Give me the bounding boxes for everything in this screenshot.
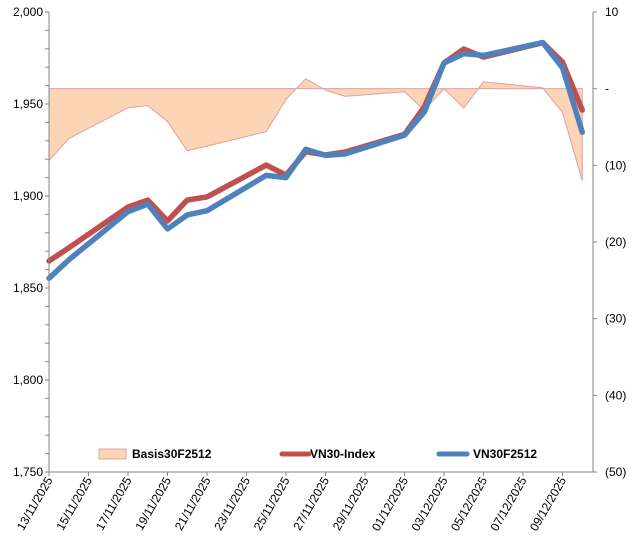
right-axis-tick-label: 10 [605,5,619,19]
x-axis-tick-label: 29/11/2025 [330,474,372,533]
right-axis-tick-label: - [605,82,609,96]
basis-area-layer [48,78,583,181]
legend: Basis30F2512 VN30-Index VN30F2512 [98,447,537,461]
x-axis-tick-label: 15/11/2025 [53,474,95,533]
x-axis-tick-label: 23/11/2025 [211,474,253,533]
x-axis-tick-label: 05/12/2025 [448,474,490,533]
x-axis-tick-label: 13/11/2025 [14,474,56,533]
basis-area-outline [48,78,583,181]
left-y-axis: 1,750 1,800 1,850 1,900 1,950 2,000 [13,5,50,479]
x-axis-tick-label: 17/11/2025 [93,474,135,533]
legend-label-basis: Basis30F2512 [132,447,212,461]
right-axis-tick-label: (10) [605,158,626,172]
legend-label-vn30f2512: VN30F2512 [473,447,537,461]
x-axis-tick-label: 19/11/2025 [132,474,174,533]
x-axis-tick-label: 21/11/2025 [172,474,214,533]
x-axis-tick-label: 25/11/2025 [251,474,293,533]
legend-label-vn30-index: VN30-Index [310,447,376,461]
left-axis-tick-label: 1,800 [13,373,43,387]
x-axis-tick-label: 09/12/2025 [527,474,569,533]
series-line-vn30f2512 [46,39,585,281]
basis-area-fill [49,78,583,181]
left-axis-tick-label: 2,000 [13,5,43,19]
right-axis-tick-label: (40) [605,388,626,402]
left-axis-tick-label: 1,850 [13,281,43,295]
right-axis-tick-label: (30) [605,312,626,326]
right-axis-tick-label: (50) [605,465,626,479]
x-axis: 13/11/202515/11/202517/11/202519/11/2025… [14,471,593,534]
left-axis-tick-label: 1,900 [13,189,43,203]
x-axis-tick-label: 07/12/2025 [487,474,529,533]
legend-swatch-basis [98,448,127,460]
line-layer [46,39,585,281]
x-axis-tick-label: 01/12/2025 [369,474,411,533]
left-axis-tick-label: 1,750 [13,465,43,479]
plot-area [46,39,585,281]
right-y-axis: (50) (40) (30) (20) (10) - 10 [592,5,626,479]
right-axis-tick-label: (20) [605,235,626,249]
left-axis-tick-label: 1,950 [13,97,43,111]
x-axis-tick-label: 03/12/2025 [408,474,450,533]
x-axis-tick-label: 27/11/2025 [290,474,332,533]
